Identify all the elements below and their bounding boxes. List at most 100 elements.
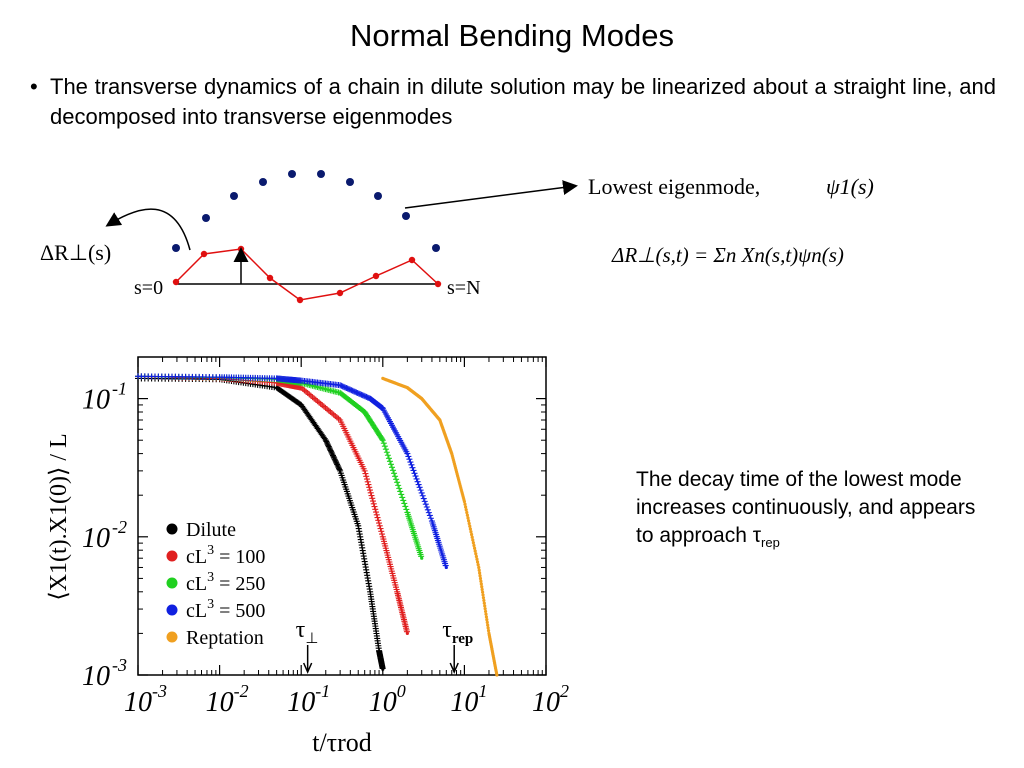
chain-bead [408,256,416,264]
data-point [396,485,403,492]
decay-note: The decay time of the lowest mode increa… [636,466,996,557]
data-point [469,532,474,537]
data-point [463,502,467,506]
y-tick-exp: -2 [112,517,127,537]
axis-ticks: 10 -3 10 -2 10 -1 10 0 10 1 10 210 -310 -210 -1 [82,356,569,718]
data-point [486,629,491,633]
data-point [477,568,481,572]
data-point [484,612,488,616]
data-point [480,585,484,589]
data-point [335,465,342,472]
x-axis-label: t/τrod [312,728,372,757]
data-point [424,506,431,513]
chain-bead [296,296,304,304]
legend-label: cL3 = 500 [186,597,265,622]
data-point [329,452,336,459]
data-point [486,626,490,630]
eigenmode-dot [259,178,267,186]
data-point [329,451,336,458]
data-point [465,513,469,517]
data-point [373,511,380,518]
data-point [382,446,389,453]
x-tick-exp: 1 [478,681,487,701]
data-point [326,444,333,451]
eigenmode-dot [317,170,325,178]
data-point [413,475,420,482]
chain-bead [200,250,208,258]
data-point [405,453,412,460]
data-point [330,453,337,460]
psi-label: ψ1(s) [826,174,874,199]
data-point [323,438,330,445]
x-tick-exp: -3 [152,681,167,701]
x-tick-label: 10 [206,687,234,718]
x-tick-exp: -1 [315,681,330,701]
x-tick-label: 10 [124,687,152,718]
data-point [462,499,466,504]
plot-frame [137,356,547,676]
eigenmode-dot [288,170,296,178]
data-point [480,590,485,594]
data-point [422,501,429,508]
data-point [381,667,385,671]
note-subscript: rep [761,535,780,551]
data-point [482,598,486,603]
data-point [473,549,477,553]
data-point [479,582,483,586]
data-point [367,489,374,496]
data-point [332,457,339,464]
chain-bead [336,289,344,297]
x-tick-exp: 0 [397,681,406,701]
data-point [425,509,432,516]
data-point [478,574,482,578]
data-point [366,484,373,491]
data-point [464,508,468,512]
data-point [472,543,476,548]
eigenmode-dot [402,212,410,220]
data-point [485,618,489,622]
chain-bead [372,272,380,280]
data-point [483,609,488,614]
data-point [478,571,482,575]
data-point [366,487,373,494]
data-point [363,473,370,480]
annotation-label: τrep [442,617,473,647]
x-tick-exp: 2 [560,681,569,701]
eigenmode-dot [172,244,180,252]
data-point [474,552,478,556]
data-point [405,631,409,635]
legend-marker [166,577,178,589]
data-point [384,452,391,459]
data-point [394,479,401,486]
data-point [322,437,329,444]
data-point [409,464,416,471]
data-point [333,460,340,467]
data-point [479,579,483,583]
annotation-label: τ⊥ [296,617,319,647]
data-point [475,560,480,564]
legend-marker [166,631,178,643]
data-point [325,443,332,450]
data-point [364,478,371,485]
data-point [466,519,471,523]
data-point [331,455,338,462]
data-point [378,528,385,535]
data-point [481,596,486,600]
legend-label: cL3 = 250 [186,570,265,595]
legend-marker [166,604,178,616]
data-point [472,546,477,550]
data-point [369,498,376,505]
data-point [379,437,386,444]
data-point [467,521,471,526]
data-point [427,515,434,522]
data-point [482,601,486,605]
data-point [380,440,387,447]
data-point [415,481,422,488]
data-point [475,557,479,561]
data-point [376,520,383,527]
data-point [481,593,485,597]
x-tick-label: 10 [532,687,560,718]
data-point [412,473,419,480]
lowest-mode-label: Lowest eigenmode, [588,174,760,199]
